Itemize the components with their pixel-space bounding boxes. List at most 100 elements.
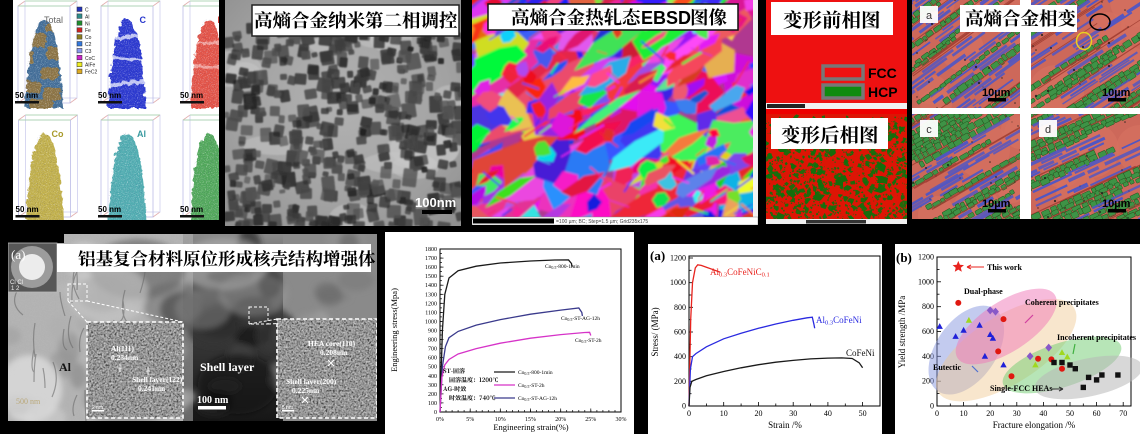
svg-text:20%: 20% — [555, 417, 566, 423]
svg-text:Coherent precipitates: Coherent precipitates — [1025, 298, 1099, 307]
svg-text:30%: 30% — [616, 417, 627, 423]
svg-text:200: 200 — [674, 377, 686, 386]
svg-text:100nm: 100nm — [415, 195, 456, 210]
svg-text:30: 30 — [1013, 409, 1021, 418]
svg-text:700: 700 — [428, 347, 437, 353]
svg-text:CoC: CoC — [85, 56, 95, 62]
svg-text:C: C — [85, 8, 89, 14]
svg-text:AlFe: AlFe — [85, 63, 96, 69]
svg-text:0.241nm: 0.241nm — [138, 384, 166, 393]
svg-text:Co0.5-ST-2h: Co0.5-ST-2h — [575, 338, 602, 344]
svg-text:0.208nm: 0.208nm — [320, 348, 348, 357]
svg-text:C3: C3 — [85, 49, 92, 55]
svg-text:30: 30 — [789, 409, 797, 418]
svg-text:5 nm: 5 nm — [282, 405, 293, 411]
svg-text:200: 200 — [922, 377, 934, 386]
svg-text:Fe: Fe — [217, 15, 219, 25]
svg-text:10µm: 10µm — [1102, 198, 1131, 210]
svg-text:Total: Total — [44, 15, 63, 25]
svg-text:1200: 1200 — [425, 301, 437, 307]
svg-text:1000: 1000 — [425, 319, 437, 325]
svg-text:1000: 1000 — [670, 278, 686, 287]
svg-text:EBSD: EBSD — [641, 8, 691, 28]
svg-text:Al: Al — [85, 14, 89, 20]
svg-text:Incoherent precipitates: Incoherent precipitates — [1057, 333, 1136, 342]
svg-text:900: 900 — [428, 329, 437, 335]
svg-text:60: 60 — [1093, 409, 1101, 418]
svg-text:0: 0 — [935, 409, 939, 418]
svg-text:Al0.3CoFeNiC0.1: Al0.3CoFeNiC0.1 — [710, 267, 770, 279]
svg-text:Fracture elongation /%: Fracture elongation /% — [993, 420, 1076, 430]
svg-text:FCC: FCC — [868, 65, 897, 81]
svg-text:Co0.5-800-1min: Co0.5-800-1min — [518, 370, 553, 376]
svg-text:0.225nm: 0.225nm — [292, 386, 320, 395]
svg-text:300: 300 — [428, 383, 437, 389]
svg-text:(a): (a) — [11, 247, 25, 262]
svg-text:10µm: 10µm — [1102, 87, 1131, 99]
svg-text:50 nm: 50 nm — [180, 205, 203, 214]
svg-text:50 nm: 50 nm — [180, 91, 203, 100]
svg-text:5%: 5% — [466, 417, 474, 423]
svg-text:50 nm: 50 nm — [98, 91, 121, 100]
svg-text:500: 500 — [428, 365, 437, 371]
svg-text:C: C — [140, 15, 147, 25]
svg-text:Co0.5-ST-AG-12h: Co0.5-ST-AG-12h — [561, 316, 600, 322]
svg-text:0: 0 — [687, 409, 691, 418]
svg-text:70: 70 — [1119, 409, 1127, 418]
svg-text:HCP: HCP — [868, 84, 898, 100]
svg-text:50 nm: 50 nm — [98, 205, 121, 214]
svg-text:10µm: 10µm — [982, 87, 1011, 99]
svg-text:c: c — [926, 124, 932, 136]
svg-text:a: a — [926, 10, 933, 22]
svg-text:100 nm: 100 nm — [197, 395, 229, 406]
svg-text:600: 600 — [674, 328, 686, 337]
svg-text:50 nm: 50 nm — [15, 91, 38, 100]
svg-text:0%: 0% — [436, 417, 444, 423]
svg-text:(b): (b) — [896, 250, 912, 265]
svg-text:10: 10 — [960, 409, 968, 418]
svg-text:Co0.5-800-1min: Co0.5-800-1min — [545, 264, 580, 270]
svg-text:1600: 1600 — [425, 265, 437, 271]
svg-text:500 nm: 500 nm — [16, 397, 41, 406]
svg-text:1100: 1100 — [425, 310, 437, 316]
svg-text:FeC2: FeC2 — [85, 70, 97, 76]
svg-text:40: 40 — [1039, 409, 1047, 418]
svg-text:Single-FCC HEAs: Single-FCC HEAs — [990, 384, 1052, 393]
svg-text:Dual-phase: Dual-phase — [964, 287, 1003, 296]
svg-text:0: 0 — [682, 402, 686, 411]
svg-text:Engineering stress(Mpa): Engineering stress(Mpa) — [389, 288, 399, 372]
svg-text:CoFeNi: CoFeNi — [846, 348, 875, 358]
svg-text:Stress/ (MPa): Stress/ (MPa) — [650, 307, 660, 356]
svg-text:800: 800 — [922, 302, 934, 311]
svg-text:800: 800 — [674, 303, 686, 312]
svg-text:50: 50 — [1066, 409, 1074, 418]
svg-text:20: 20 — [755, 409, 763, 418]
svg-text:Ni: Ni — [85, 21, 90, 27]
svg-text:HEA core(110): HEA core(110) — [308, 339, 356, 348]
svg-text:Strain /%: Strain /% — [768, 420, 802, 430]
svg-text:(a): (a) — [650, 248, 665, 263]
svg-text:d: d — [1045, 124, 1051, 136]
svg-text:1000: 1000 — [918, 277, 934, 286]
svg-text:1300: 1300 — [425, 292, 437, 298]
svg-text:10%: 10% — [495, 417, 506, 423]
svg-text:Al(111): Al(111) — [111, 344, 134, 353]
svg-text:Al: Al — [59, 360, 72, 374]
svg-text:100: 100 — [428, 401, 437, 407]
svg-text:0: 0 — [930, 402, 934, 411]
svg-text:1800: 1800 — [425, 247, 437, 253]
svg-text:Al0.3CoFeNi: Al0.3CoFeNi — [816, 315, 862, 327]
svg-text:Yield strength /MPa: Yield strength /MPa — [897, 296, 907, 369]
svg-text:15%: 15% — [525, 417, 536, 423]
svg-text:0.234nm: 0.234nm — [111, 353, 139, 362]
svg-text:400: 400 — [922, 352, 934, 361]
svg-text:20: 20 — [986, 409, 994, 418]
svg-text:1 2: 1 2 — [11, 286, 20, 292]
svg-text:1500: 1500 — [425, 274, 437, 280]
svg-text:600: 600 — [428, 356, 437, 362]
svg-text:Co: Co — [85, 35, 92, 41]
svg-text:Co0.5-ST-AG-12h: Co0.5-ST-AG-12h — [518, 396, 557, 402]
svg-text:Engineering strain(%): Engineering strain(%) — [493, 422, 568, 432]
svg-text:200: 200 — [428, 392, 437, 398]
svg-text:Co0.5-ST-2h: Co0.5-ST-2h — [518, 383, 545, 389]
